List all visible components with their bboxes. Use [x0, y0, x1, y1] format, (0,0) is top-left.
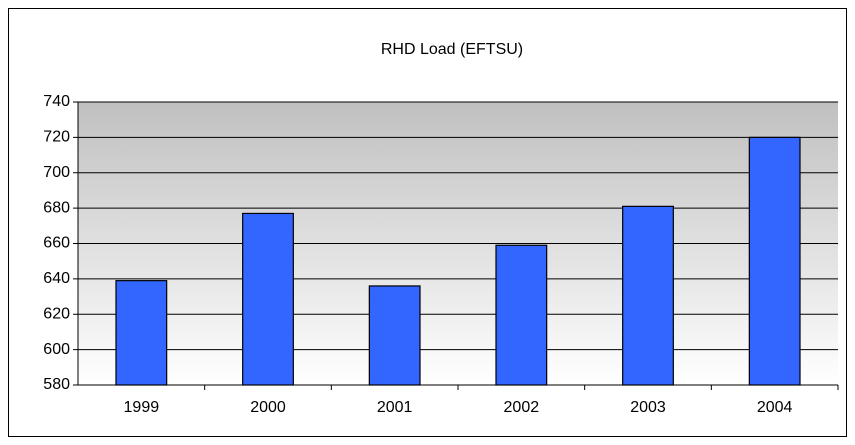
- bar: [242, 212, 294, 386]
- x-tick-label: 2000: [250, 399, 286, 416]
- bar: [495, 244, 548, 386]
- bar: [622, 205, 674, 386]
- y-tick-label: 680: [43, 199, 70, 216]
- x-tick-label: 2001: [377, 399, 413, 416]
- chart-title: RHD Load (EFTSU): [381, 41, 523, 58]
- bar: [748, 136, 801, 386]
- x-tick-label: 2003: [630, 399, 666, 416]
- x-tick-label: 2002: [504, 399, 540, 416]
- y-tick-label: 640: [43, 270, 70, 287]
- y-tick-label: 600: [43, 341, 70, 358]
- bar: [115, 280, 168, 386]
- bar: [368, 285, 421, 386]
- y-tick-label: 700: [43, 164, 70, 181]
- y-tick-label: 720: [43, 129, 70, 146]
- y-tick-label: 660: [43, 235, 70, 252]
- y-tick-label: 740: [43, 93, 70, 110]
- x-tick-label: 2004: [757, 399, 793, 416]
- y-tick-label: 580: [43, 376, 70, 393]
- y-tick-label: 620: [43, 305, 70, 322]
- x-tick-label: 1999: [124, 399, 160, 416]
